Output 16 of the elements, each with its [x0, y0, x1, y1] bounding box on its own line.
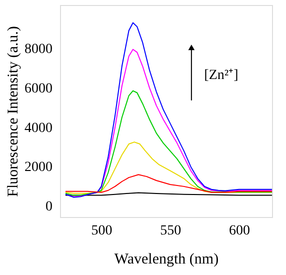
y-tick-label: 8000	[24, 42, 52, 57]
x-tick-label: 550	[160, 224, 182, 238]
line-series	[65, 90, 272, 196]
y-axis-title: Fluorescence Intensity (a.u.)	[6, 26, 22, 197]
y-tick-label: 6000	[24, 81, 52, 96]
line-series	[65, 48, 272, 198]
y-tick-label: 0	[46, 200, 52, 215]
line-series	[65, 174, 272, 193]
annotation: [Zn²⁺]	[204, 68, 238, 83]
y-tick-label: 4000	[24, 120, 52, 136]
x-tick-label: 600	[228, 224, 250, 238]
y-tick-label: 2000	[24, 160, 52, 176]
line-series	[65, 22, 272, 198]
x-tick-label: 500	[91, 224, 112, 238]
x-axis-title: Wavelength (nm)	[114, 252, 219, 268]
line-series	[65, 142, 272, 194]
